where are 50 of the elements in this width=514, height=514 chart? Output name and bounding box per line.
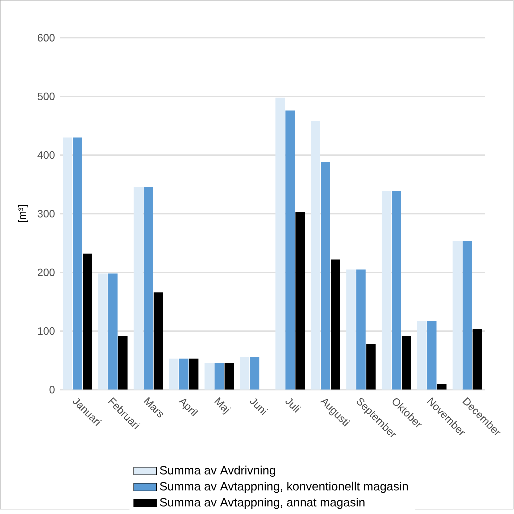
bar (452, 240, 462, 390)
bar (214, 362, 224, 390)
bar (402, 336, 412, 390)
bar (250, 357, 260, 390)
y-tick-label: 400 (38, 152, 55, 160)
bar (321, 162, 330, 390)
bar (286, 110, 296, 390)
x-tick-label: April (178, 399, 199, 417)
bar (83, 254, 92, 390)
bar (311, 121, 320, 390)
bar (392, 191, 402, 390)
bar (144, 186, 154, 390)
bar (63, 138, 72, 390)
y-tick-label: 0 (50, 386, 55, 394)
bar (189, 358, 199, 390)
x-tick-label: Juli (286, 398, 302, 413)
bar (331, 260, 340, 390)
bar (462, 240, 472, 390)
y-tick-label: 200 (38, 268, 55, 276)
legend-label: Summa av Avtappning, annat magasin (160, 498, 365, 510)
bar (276, 98, 286, 390)
y-tick-label: 600 (38, 34, 55, 42)
bar (108, 274, 118, 390)
bar (98, 274, 108, 390)
bar (356, 270, 366, 390)
bar (134, 186, 144, 390)
y-axis-title: [m³] (18, 206, 28, 222)
x-tick-label: Juni (250, 398, 268, 416)
bar (382, 191, 392, 390)
bar (73, 138, 82, 390)
bar (154, 292, 164, 390)
bar (417, 321, 427, 390)
bar (169, 358, 179, 390)
legend-label: Summa av Avdrivning (160, 466, 276, 478)
bar (296, 212, 306, 390)
y-tick-label: 500 (38, 92, 55, 100)
bar (427, 321, 437, 390)
x-tick-label: Maj (214, 398, 232, 415)
y-tick-label: 300 (38, 210, 55, 218)
bar (179, 358, 189, 390)
bar (204, 362, 214, 390)
bar (472, 330, 482, 390)
bar (366, 344, 376, 390)
legend-label: Summa av Avtappning, konventionellt magasin (160, 482, 408, 494)
bar (224, 362, 234, 390)
bar (437, 384, 447, 390)
bar (240, 357, 250, 390)
y-tick-label: 100 (38, 328, 55, 336)
bar (118, 336, 128, 390)
bar (346, 270, 356, 390)
